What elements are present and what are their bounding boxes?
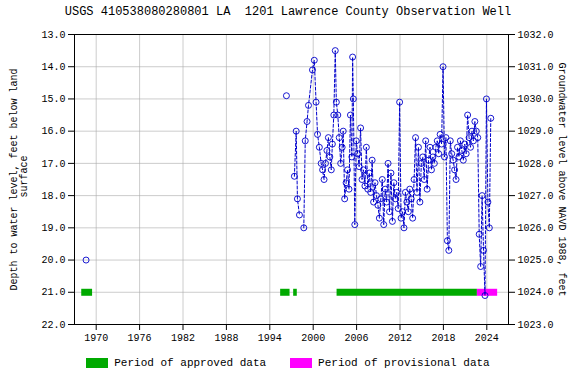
svg-text:Depth to water level, feet bel: Depth to water level, feet below land su… bbox=[9, 68, 30, 290]
svg-text:2000: 2000 bbox=[301, 333, 325, 344]
html-text:USGS 410538080280801 LA 1201 L: USGS 410538080280801 LA 1201 Lawrence Co… bbox=[64, 5, 512, 19]
html-text:Period of approved data: Period of approved data bbox=[114, 357, 267, 369]
svg-text:1982: 1982 bbox=[171, 333, 195, 344]
svg-text:1988: 1988 bbox=[214, 333, 238, 344]
svg-text:14.0: 14.0 bbox=[41, 62, 65, 73]
svg-text:13.0: 13.0 bbox=[41, 30, 65, 41]
svg-text:1026.0: 1026.0 bbox=[518, 223, 554, 234]
svg-text:19.0: 19.0 bbox=[41, 223, 65, 234]
svg-text:1031.0: 1031.0 bbox=[518, 62, 554, 73]
svg-text:1028.0: 1028.0 bbox=[518, 159, 554, 170]
svg-text:Groundwater level above NAVD 1: Groundwater level above NAVD 1988, feet bbox=[556, 62, 567, 296]
svg-text:1030.0: 1030.0 bbox=[518, 94, 554, 105]
svg-text:21.0: 21.0 bbox=[41, 287, 65, 298]
svg-text:16.0: 16.0 bbox=[41, 126, 65, 137]
svg-text:15.0: 15.0 bbox=[41, 94, 65, 105]
svg-text:1029.0: 1029.0 bbox=[518, 126, 554, 137]
svg-text:17.0: 17.0 bbox=[41, 159, 65, 170]
svg-text:1024.0: 1024.0 bbox=[518, 287, 554, 298]
svg-text:18.0: 18.0 bbox=[41, 191, 65, 202]
svg-text:1027.0: 1027.0 bbox=[518, 191, 554, 202]
svg-text:2024: 2024 bbox=[475, 333, 499, 344]
svg-text:22.0: 22.0 bbox=[41, 320, 65, 331]
svg-text:2012: 2012 bbox=[388, 333, 412, 344]
svg-text:2018: 2018 bbox=[431, 333, 455, 344]
svg-text:1970: 1970 bbox=[84, 333, 108, 344]
html-text:Period of provisional data: Period of provisional data bbox=[318, 357, 490, 369]
svg-text:1023.0: 1023.0 bbox=[518, 320, 554, 331]
svg-text:20.0: 20.0 bbox=[41, 255, 65, 266]
svg-text:1976: 1976 bbox=[128, 333, 152, 344]
svg-text:1994: 1994 bbox=[258, 333, 282, 344]
svg-text:1025.0: 1025.0 bbox=[518, 255, 554, 266]
svg-text:2006: 2006 bbox=[345, 333, 369, 344]
svg-text:1032.0: 1032.0 bbox=[518, 30, 554, 41]
